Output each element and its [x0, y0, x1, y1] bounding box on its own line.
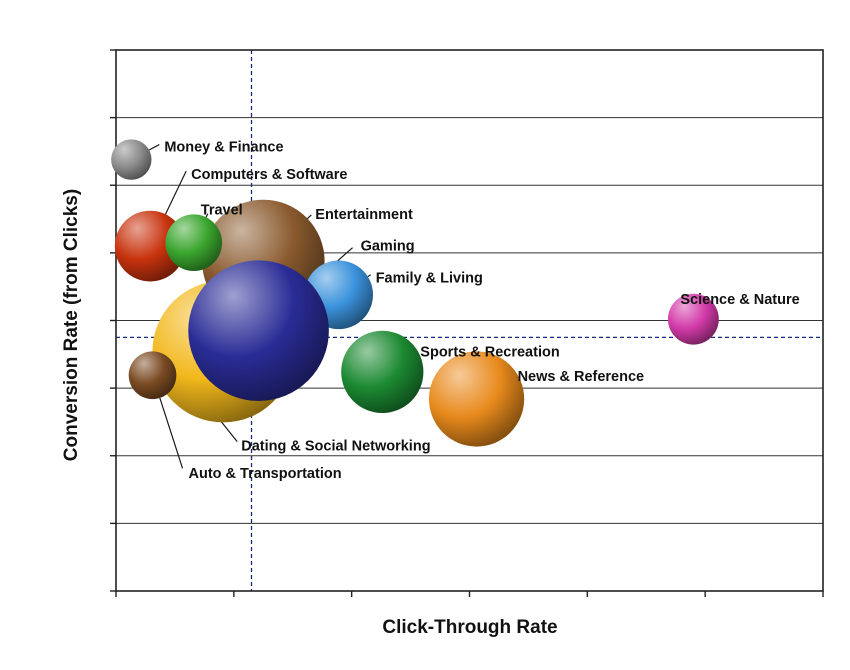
- label-computers-and-software: Computers & Software: [191, 167, 347, 183]
- x-axis-title: Click-Through Rate: [382, 617, 557, 638]
- label-money-and-finance: Money & Finance: [164, 139, 283, 155]
- label-family-and-living: Family & Living: [376, 271, 483, 287]
- label-science-and-nature: Science & Nature: [680, 292, 799, 308]
- bubble-travel: [165, 214, 223, 272]
- leader-line-family-and-living: [367, 274, 372, 278]
- label-dating-and-social-networking: Dating & Social Networking: [241, 438, 430, 454]
- label-travel: Travel: [201, 203, 243, 219]
- label-entertainment: Entertainment: [315, 207, 413, 223]
- label-gaming: Gaming: [361, 238, 415, 254]
- bubble-news-and-reference: [428, 351, 525, 447]
- leader-line-money-and-finance: [148, 144, 160, 151]
- bubble-auto-and-transportation: [128, 351, 177, 400]
- bubble-labels: Money & Finance Computers & Software Trave…: [164, 139, 799, 482]
- axes: [110, 49, 824, 597]
- bubble-computers-and-software: [114, 210, 186, 282]
- bubbles: [111, 139, 719, 447]
- label-sports-and-recreation: Sports & Recreation: [420, 345, 559, 361]
- bubble-sports-and-recreation: [341, 330, 424, 414]
- y-axis-title: Conversion Rate (from Clicks): [61, 189, 82, 461]
- leader-line-auto-and-transportation: [159, 397, 184, 469]
- label-auto-and-transportation: Auto & Transportation: [189, 466, 342, 482]
- bubble-science-and-nature: [667, 293, 719, 345]
- bubble-money-and-finance: [111, 139, 152, 180]
- bubble-gaming: [188, 260, 329, 401]
- label-news-and-reference: News & Reference: [518, 369, 645, 385]
